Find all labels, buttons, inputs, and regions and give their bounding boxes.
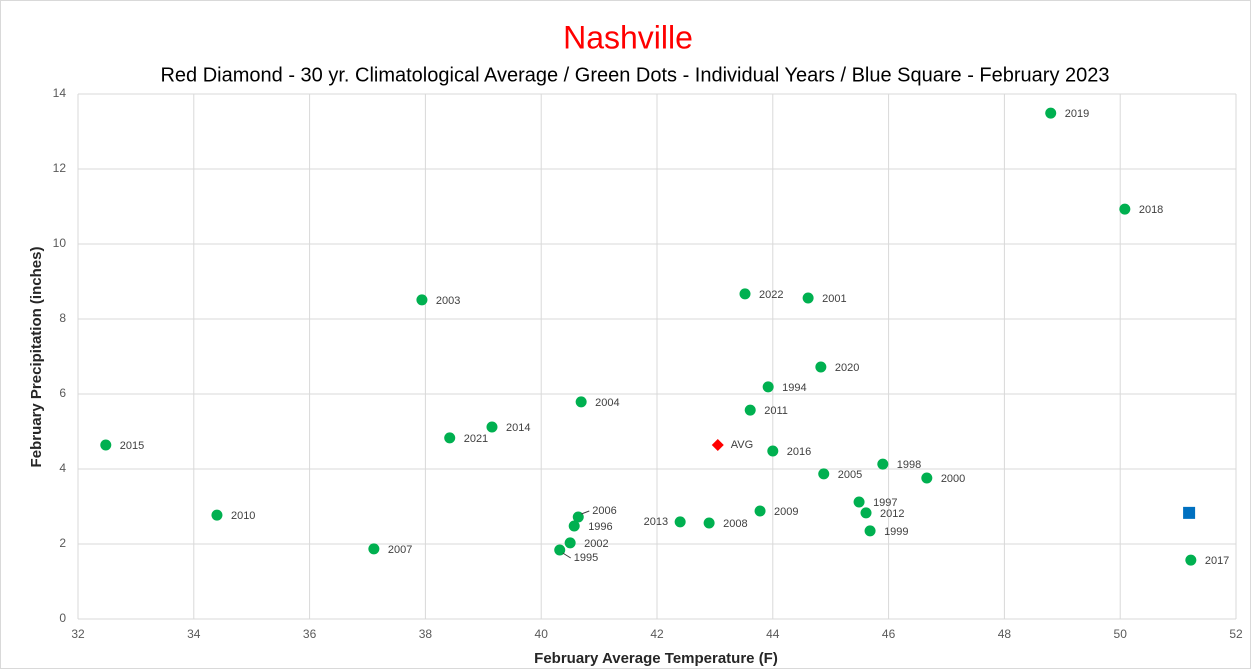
point [802,292,814,304]
x-tick-label: 42 [650,627,664,641]
point-label: 2019 [1065,108,1089,120]
point [818,468,830,480]
point-label: 2013 [644,516,668,528]
point [877,458,889,470]
point [486,421,498,433]
point-label: 2020 [835,362,859,374]
point [568,520,580,532]
y-tick-label: 8 [59,311,66,325]
point [211,509,223,521]
point-label: 2001 [822,293,846,305]
point [444,432,456,444]
point-label: 2005 [838,469,862,481]
y-tick-label: 6 [59,386,66,400]
x-tick-label: 36 [303,627,317,641]
point-label: 2008 [723,518,747,530]
y-tick-label: 0 [59,611,66,625]
x-tick-label: 38 [419,627,433,641]
point-label: 2016 [787,446,811,458]
point-label: 2009 [774,506,798,518]
point [864,525,876,537]
point [1119,203,1131,215]
y-axis-label: February Precipitation (inches) [28,247,45,468]
point [564,537,576,549]
point [674,516,686,528]
point-label: 2015 [120,440,144,452]
point [1185,554,1197,566]
point-label: 2014 [506,422,530,434]
point-label: 1997 [873,497,897,509]
average-marker [711,439,724,451]
x-tick-label: 32 [71,627,85,641]
point [767,445,779,457]
point-label: 2022 [759,289,783,301]
point [815,361,827,373]
point [572,511,584,523]
point [860,507,872,519]
point [853,496,865,508]
point [703,517,715,529]
y-tick-label: 10 [53,236,67,250]
point [921,472,933,484]
point-label: 2011 [764,405,788,417]
leader-line [581,510,590,515]
point [368,543,380,555]
point [739,288,751,300]
point-label: 1994 [782,382,806,394]
x-tick-label: 34 [187,627,201,641]
point [762,381,774,393]
point-label: 2012 [880,508,904,520]
average-label: AVG [731,439,753,451]
point-label: 2010 [231,510,255,522]
x-tick-label: 52 [1229,627,1243,641]
point-label: 2007 [388,544,412,556]
point-label: 1995 [574,552,598,564]
chart-title: Nashville [563,19,693,55]
point-label: 2017 [1205,555,1229,567]
current-marker [1183,506,1196,519]
point-label: 2004 [595,397,619,409]
point [575,396,587,408]
x-tick-label: 40 [535,627,549,641]
x-axis-label: February Average Temperature (F) [534,650,778,667]
point-label: 2003 [436,295,460,307]
point-label: 1999 [884,526,908,538]
point [416,294,428,306]
x-tick-label: 48 [998,627,1012,641]
point [754,505,766,517]
point [100,439,112,451]
point [554,544,566,556]
x-tick-label: 44 [766,627,780,641]
chart-subtitle: Red Diamond - 30 yr. Climatological Aver… [160,64,1109,86]
x-tick-label: 50 [1114,627,1128,641]
y-tick-label: 14 [53,86,67,100]
point-label: 1996 [588,521,612,533]
point-label: 2018 [1139,204,1163,216]
point [744,404,756,416]
x-tick-label: 46 [882,627,896,641]
point [1045,107,1057,119]
point-label: 2002 [584,538,608,550]
leader-line [562,552,571,559]
point-label: 1998 [897,459,921,471]
y-tick-label: 12 [53,161,67,175]
y-tick-label: 2 [59,536,66,550]
point-label: 2000 [941,473,965,485]
point-label: 2021 [464,433,488,445]
y-tick-label: 4 [59,461,66,475]
point-label: 2006 [592,505,616,517]
